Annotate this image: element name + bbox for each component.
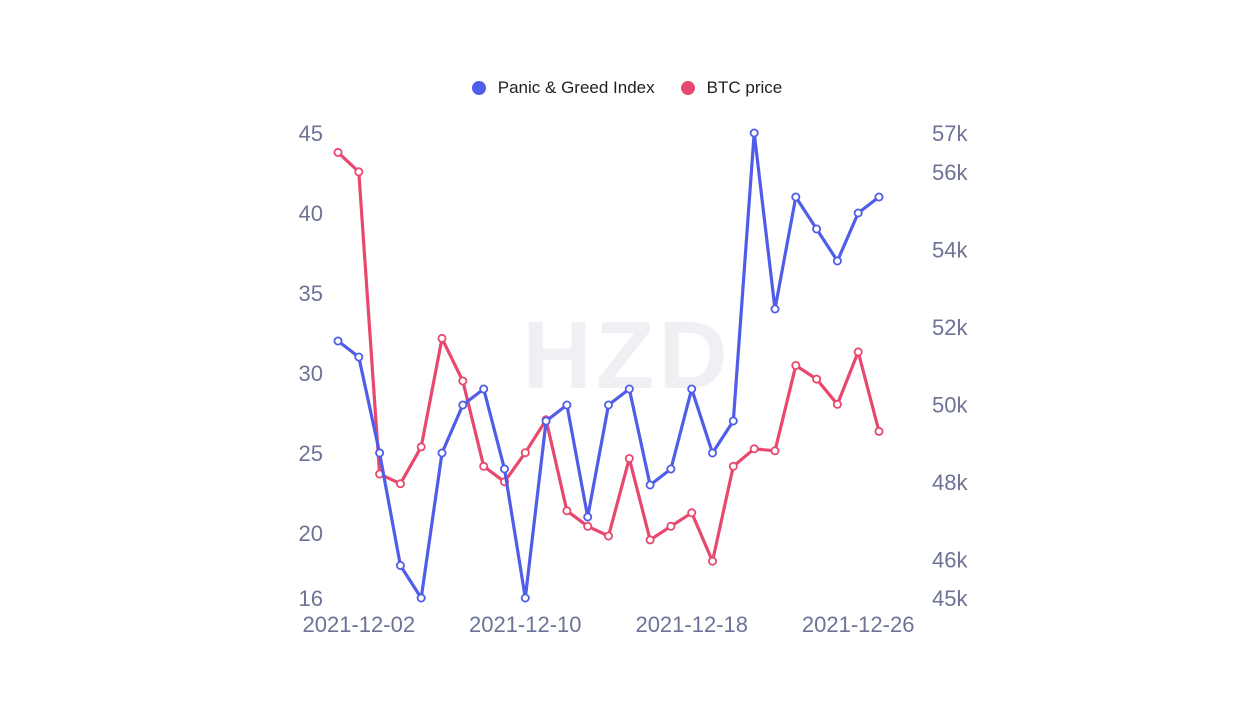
data-point-panic-greed[interactable] xyxy=(354,352,364,362)
data-point-panic-greed[interactable] xyxy=(499,464,509,474)
data-point-btc-price[interactable] xyxy=(791,360,801,370)
data-point-btc-price[interactable] xyxy=(437,333,447,343)
y-right-tick-label: 46k xyxy=(932,547,968,572)
data-point-btc-price[interactable] xyxy=(604,531,614,541)
legend-label-btc-price: BTC price xyxy=(706,78,783,97)
data-point-panic-greed[interactable] xyxy=(832,256,842,266)
data-point-panic-greed[interactable] xyxy=(728,416,738,426)
legend-marker-btc-price xyxy=(680,81,695,95)
y-right-tick-label: 52k xyxy=(932,315,968,340)
data-point-panic-greed[interactable] xyxy=(583,512,593,522)
data-point-panic-greed[interactable] xyxy=(416,593,426,603)
data-point-btc-price[interactable] xyxy=(687,508,697,518)
data-point-panic-greed[interactable] xyxy=(458,400,468,410)
y-left-tick-label: 35 xyxy=(299,281,323,306)
data-point-panic-greed[interactable] xyxy=(479,384,489,394)
data-point-btc-price[interactable] xyxy=(749,444,759,454)
data-point-panic-greed[interactable] xyxy=(541,416,551,426)
y-right-tick-label: 48k xyxy=(932,470,968,495)
data-point-panic-greed[interactable] xyxy=(520,593,530,603)
data-point-panic-greed[interactable] xyxy=(812,224,822,234)
legend: Panic & Greed Index BTC price xyxy=(0,78,1254,98)
y-left-tick-label: 16 xyxy=(299,586,323,611)
data-point-panic-greed[interactable] xyxy=(687,384,697,394)
data-point-btc-price[interactable] xyxy=(645,535,655,545)
data-point-panic-greed[interactable] xyxy=(604,400,614,410)
data-point-panic-greed[interactable] xyxy=(874,192,884,202)
data-point-panic-greed[interactable] xyxy=(770,304,780,314)
y-right-tick-label: 54k xyxy=(932,237,968,262)
y-right-tick-label: 56k xyxy=(932,160,968,185)
x-tick-label: 2021-12-18 xyxy=(635,612,748,637)
data-point-btc-price[interactable] xyxy=(624,453,634,463)
data-point-btc-price[interactable] xyxy=(354,167,364,177)
y-left-tick-label: 45 xyxy=(299,121,323,146)
data-point-btc-price[interactable] xyxy=(874,426,884,436)
y-left-tick-label: 40 xyxy=(299,201,323,226)
watermark: HZD xyxy=(522,302,731,409)
data-point-btc-price[interactable] xyxy=(583,521,593,531)
data-point-panic-greed[interactable] xyxy=(853,208,863,218)
legend-item-panic-greed[interactable]: Panic & Greed Index xyxy=(471,78,655,98)
data-point-panic-greed[interactable] xyxy=(562,400,572,410)
data-point-btc-price[interactable] xyxy=(666,521,676,531)
y-axis-right: 45k 46k 48k 50k 52k 54k 56k 57k xyxy=(932,121,968,611)
x-axis: 2021-12-02 2021-12-10 2021-12-18 2021-12-26 xyxy=(303,612,915,637)
data-point-panic-greed[interactable] xyxy=(375,448,385,458)
data-point-panic-greed[interactable] xyxy=(624,384,634,394)
data-point-btc-price[interactable] xyxy=(416,442,426,452)
legend-item-btc-price[interactable]: BTC price xyxy=(680,78,783,98)
y-right-tick-label: 50k xyxy=(932,392,968,417)
y-right-tick-label: 45k xyxy=(932,586,968,611)
data-point-btc-price[interactable] xyxy=(520,448,530,458)
data-point-panic-greed[interactable] xyxy=(395,561,405,571)
y-left-tick-label: 30 xyxy=(299,361,323,386)
x-tick-label: 2021-12-02 xyxy=(303,612,416,637)
legend-marker-panic-greed xyxy=(471,81,486,95)
data-point-btc-price[interactable] xyxy=(708,556,718,566)
data-point-panic-greed[interactable] xyxy=(708,448,718,458)
x-tick-label: 2021-12-10 xyxy=(469,612,582,637)
data-point-panic-greed[interactable] xyxy=(666,464,676,474)
data-point-btc-price[interactable] xyxy=(333,147,343,157)
data-point-btc-price[interactable] xyxy=(458,376,468,386)
data-point-panic-greed[interactable] xyxy=(645,480,655,490)
x-tick-label: 2021-12-26 xyxy=(802,612,915,637)
y-axis-left: 16 20 25 30 35 40 45 xyxy=(299,121,323,611)
data-point-btc-price[interactable] xyxy=(479,461,489,471)
data-point-panic-greed[interactable] xyxy=(437,448,447,458)
data-point-btc-price[interactable] xyxy=(395,479,405,489)
series-layer xyxy=(333,128,884,603)
y-right-tick-label: 57k xyxy=(932,121,968,146)
data-point-btc-price[interactable] xyxy=(853,347,863,357)
data-point-btc-price[interactable] xyxy=(562,506,572,516)
y-left-tick-label: 20 xyxy=(299,521,323,546)
data-point-btc-price[interactable] xyxy=(812,374,822,384)
y-left-tick-label: 25 xyxy=(299,441,323,466)
legend-label-panic-greed: Panic & Greed Index xyxy=(497,78,655,97)
data-point-panic-greed[interactable] xyxy=(749,128,759,138)
data-point-btc-price[interactable] xyxy=(770,446,780,456)
data-point-panic-greed[interactable] xyxy=(333,336,343,346)
data-point-panic-greed[interactable] xyxy=(791,192,801,202)
data-point-btc-price[interactable] xyxy=(728,461,738,471)
data-point-btc-price[interactable] xyxy=(832,399,842,409)
